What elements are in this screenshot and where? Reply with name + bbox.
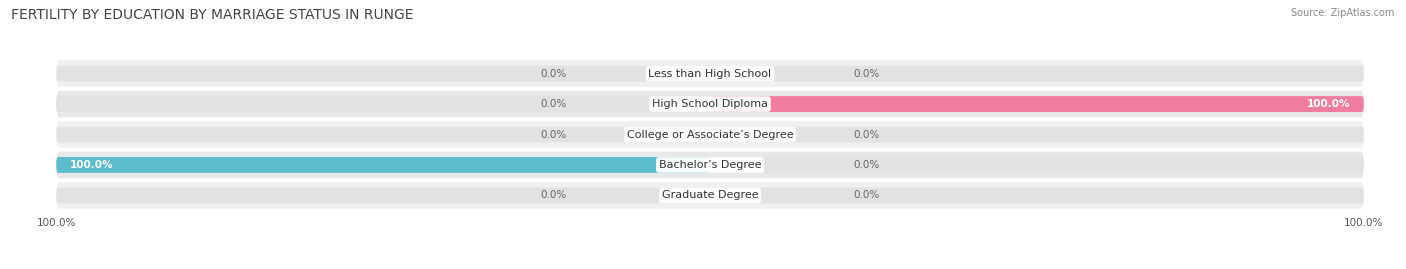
FancyBboxPatch shape [710, 96, 1364, 112]
FancyBboxPatch shape [56, 121, 1364, 148]
Text: 0.0%: 0.0% [540, 69, 567, 79]
FancyBboxPatch shape [56, 66, 1364, 82]
Text: Graduate Degree: Graduate Degree [662, 190, 758, 200]
FancyBboxPatch shape [56, 151, 1364, 178]
FancyBboxPatch shape [56, 127, 1364, 142]
Text: 0.0%: 0.0% [853, 190, 880, 200]
Text: 0.0%: 0.0% [540, 190, 567, 200]
Text: 100.0%: 100.0% [69, 160, 112, 170]
FancyBboxPatch shape [56, 182, 1364, 209]
FancyBboxPatch shape [56, 187, 1364, 203]
Text: FERTILITY BY EDUCATION BY MARRIAGE STATUS IN RUNGE: FERTILITY BY EDUCATION BY MARRIAGE STATU… [11, 8, 413, 22]
Text: 0.0%: 0.0% [853, 69, 880, 79]
Text: Bachelor’s Degree: Bachelor’s Degree [659, 160, 761, 170]
FancyBboxPatch shape [56, 157, 710, 173]
Text: Source: ZipAtlas.com: Source: ZipAtlas.com [1291, 8, 1395, 18]
FancyBboxPatch shape [56, 157, 1364, 173]
Text: 0.0%: 0.0% [540, 99, 567, 109]
Text: 0.0%: 0.0% [540, 129, 567, 140]
Text: High School Diploma: High School Diploma [652, 99, 768, 109]
Text: Less than High School: Less than High School [648, 69, 772, 79]
Text: 0.0%: 0.0% [853, 160, 880, 170]
FancyBboxPatch shape [56, 96, 1364, 112]
Text: College or Associate’s Degree: College or Associate’s Degree [627, 129, 793, 140]
FancyBboxPatch shape [56, 60, 1364, 87]
Text: 100.0%: 100.0% [1308, 99, 1351, 109]
Text: 0.0%: 0.0% [853, 129, 880, 140]
FancyBboxPatch shape [56, 91, 1364, 118]
